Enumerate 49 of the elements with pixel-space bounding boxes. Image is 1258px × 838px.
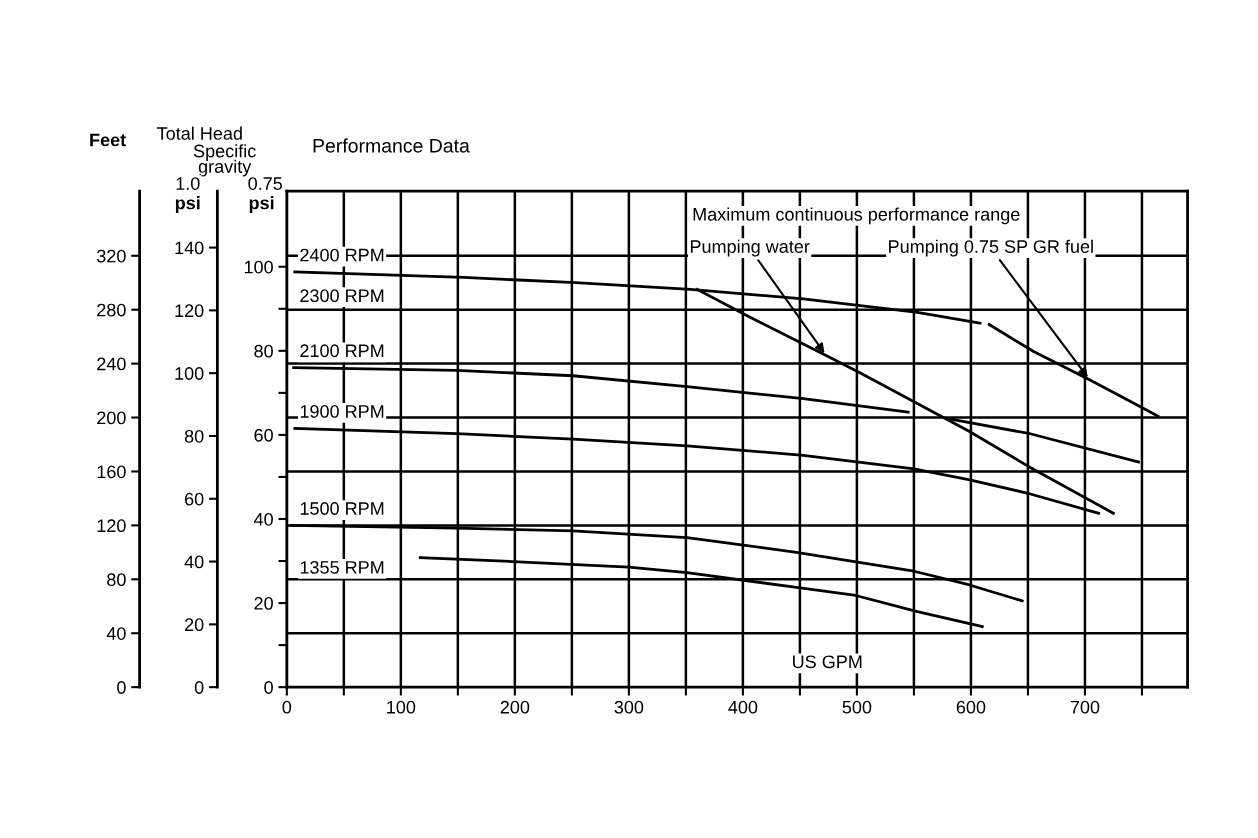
y-tick-label: 0: [117, 681, 126, 694]
y3-axis-title: psi: [249, 196, 274, 213]
y3-tick-label: 80: [254, 344, 273, 358]
x-tick-label: 200: [500, 700, 530, 714]
y3-tick-label: 0: [264, 681, 273, 694]
y3-tick-label: 60: [254, 428, 273, 442]
x-tick-label: 600: [956, 700, 986, 714]
y2-axis-title: psi: [175, 196, 200, 213]
y2-tick-label: 0: [194, 681, 204, 694]
y3-tick-label: 100: [244, 260, 273, 274]
text: Total Head: [157, 126, 242, 140]
x-tick-label: 700: [1070, 700, 1100, 714]
y3-tick-label: 20: [254, 597, 273, 610]
series-label: 1500 RPM: [300, 502, 384, 515]
x-tick-label: 0: [282, 700, 292, 714]
y-tick-label: 280: [97, 303, 126, 317]
text: 0.75: [248, 177, 283, 190]
x-tick-label: 500: [842, 700, 872, 714]
y-tick-label: 240: [97, 357, 126, 371]
text: Pumping 0.75 SP GR fuel: [889, 239, 1093, 257]
annotation: 2300 RPM: [300, 289, 384, 303]
x-tick-label: 400: [728, 700, 758, 714]
series-label: Pumping water: [690, 239, 810, 257]
y-tick-label: 80: [107, 573, 126, 587]
x-axis-title: US GPM: [793, 655, 862, 669]
y-tick-label: 160: [97, 465, 126, 479]
text: 1.0: [176, 177, 200, 190]
series-label: 1900 RPM: [300, 405, 384, 418]
y2-tick-label: 120: [175, 304, 204, 318]
chart-title: Performance Data: [313, 138, 470, 153]
x-tick-label: 100: [387, 700, 416, 714]
y-tick-label: 40: [106, 627, 126, 640]
y-tick-label: 320: [96, 249, 126, 263]
x-tick-label: 300: [614, 700, 644, 714]
y2-tick-label: 20: [185, 618, 204, 632]
annotation: Maximum continuous performance range: [693, 207, 1020, 225]
y-tick-label: 200: [97, 411, 126, 425]
series-label: 2400 RPM: [300, 248, 384, 262]
y2-tick-label: 40: [184, 555, 204, 569]
text: 1355 RPM: [300, 561, 384, 574]
y2-tick-label: 100: [175, 367, 204, 380]
y-axis-title: Feet: [90, 133, 126, 147]
y2-tick-label: 60: [185, 492, 204, 506]
y3-tick-label: 40: [253, 512, 273, 526]
y-tick-label: 120: [97, 519, 126, 533]
series-label: 2100 RPM: [300, 344, 384, 358]
y2-tick-label: 80: [184, 429, 204, 443]
text: Specific gravity: [193, 144, 256, 177]
y2-tick-label: 140: [175, 241, 204, 255]
